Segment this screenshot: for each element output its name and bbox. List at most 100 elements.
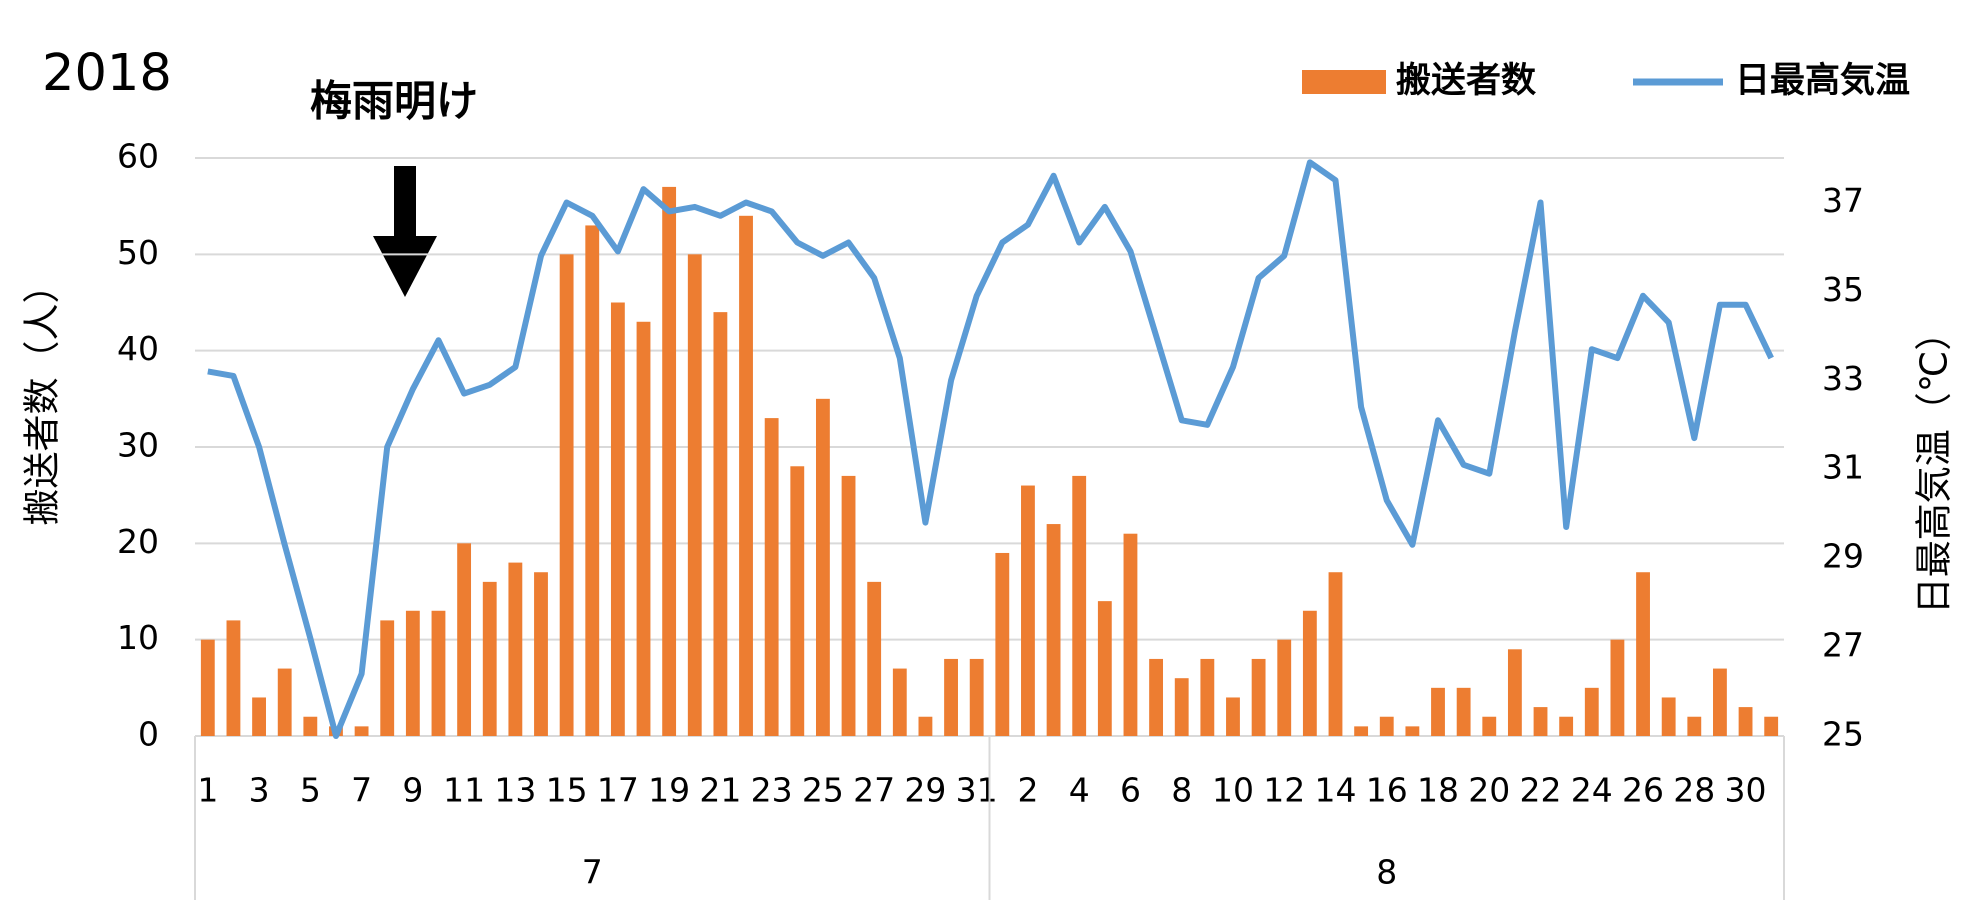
x-tick-label: 22: [1520, 771, 1562, 810]
bar: [892, 668, 907, 736]
y2-tick-label: 27: [1822, 626, 1864, 665]
bar: [482, 581, 497, 736]
bar: [1584, 687, 1599, 736]
bar: [1456, 687, 1471, 736]
legend-label: 搬送者数: [1396, 61, 1536, 101]
bar: [1123, 533, 1138, 736]
x-tick-label: 1: [197, 771, 218, 810]
bar: [405, 610, 420, 736]
bar: [1021, 485, 1035, 736]
x-tick-label: 23: [751, 771, 793, 810]
x-tick-label: 11: [443, 771, 485, 810]
annotation-arrow: [373, 166, 437, 297]
bar: [585, 225, 600, 736]
x-tick-label: 15: [546, 771, 588, 810]
x-tick-label: 16: [1366, 771, 1408, 810]
bar: [918, 716, 933, 736]
x-tick-label: 14: [1314, 771, 1356, 810]
bar: [1431, 687, 1445, 736]
x-tick-label: 28: [1673, 771, 1715, 810]
y-tick-label: 20: [117, 522, 159, 561]
x-tick-label: 27: [853, 771, 895, 810]
x-tick-label: 24: [1571, 771, 1613, 810]
bar: [1354, 726, 1369, 736]
bar: [610, 302, 625, 736]
bar: [1072, 475, 1087, 736]
y-axis-title: 搬送者数（人）: [21, 267, 64, 526]
bar: [867, 581, 882, 736]
bar: [1559, 716, 1574, 736]
y2-tick-label: 31: [1822, 448, 1864, 487]
y-tick-label: 30: [117, 426, 159, 465]
y2-tick-label: 33: [1822, 359, 1864, 398]
y2-axis-title: 日最高気温（℃）: [1913, 314, 1956, 615]
bar: [1533, 707, 1548, 736]
bar: [944, 658, 958, 736]
y-tick-label: 0: [138, 715, 159, 754]
x-tick-label: 8: [1171, 771, 1192, 810]
bar: [1277, 639, 1292, 736]
bar: [687, 254, 702, 737]
y2-tick-label: 25: [1822, 715, 1864, 754]
x-tick-label: 29: [904, 771, 946, 810]
bar: [636, 321, 651, 736]
bar: [1149, 658, 1164, 736]
group-label: 7: [582, 853, 603, 892]
bar: [534, 572, 548, 736]
bar: [969, 658, 984, 736]
bar: [1738, 707, 1753, 736]
x-tick-label: 6: [1120, 771, 1141, 810]
bar: [1636, 572, 1650, 736]
x-tick-label: 26: [1622, 771, 1664, 810]
bar: [1328, 572, 1343, 736]
bar: [1379, 716, 1394, 736]
bar: [1661, 697, 1676, 736]
bar: [226, 620, 241, 736]
bar: [764, 418, 779, 736]
bar: [739, 215, 753, 737]
bar: [1251, 658, 1266, 736]
y2-tick-label: 35: [1822, 270, 1864, 309]
x-tick-label: 4: [1069, 771, 1090, 810]
bar: [303, 716, 318, 736]
x-tick-label: 19: [648, 771, 690, 810]
bar: [1507, 649, 1522, 736]
y2-tick-label: 37: [1822, 181, 1864, 220]
group-label: 8: [1376, 853, 1397, 892]
bar: [790, 466, 805, 736]
bar: [1482, 716, 1497, 736]
x-tick-label: 18: [1417, 771, 1459, 810]
x-tick-label: 7: [351, 771, 372, 810]
x-tick-label: 20: [1468, 771, 1510, 810]
bar: [252, 697, 266, 736]
bar: [1046, 524, 1061, 736]
x-tick-label: 2: [1017, 771, 1038, 810]
bar: [841, 475, 856, 736]
bar: [1764, 716, 1779, 736]
bar: [815, 398, 830, 736]
bar: [431, 610, 446, 736]
bar: [1200, 658, 1215, 736]
bar: [559, 254, 574, 737]
line: [207, 159, 1774, 739]
x-tick-label: 3: [249, 771, 270, 810]
x-tick-label: 10: [1212, 771, 1254, 810]
legend-label: 日最高気温: [1735, 61, 1910, 101]
y-tick-label: 40: [117, 329, 159, 368]
y-tick-label: 60: [117, 137, 159, 176]
bar: [1097, 601, 1112, 736]
bar: [1713, 668, 1727, 736]
bar: [1174, 678, 1189, 736]
bar: [662, 186, 677, 736]
legend-swatch: [1302, 70, 1386, 94]
y-tick-label: 10: [117, 618, 159, 657]
bar: [1226, 697, 1240, 736]
bar: [1405, 726, 1420, 736]
x-tick-label: 9: [402, 771, 423, 810]
bar: [995, 552, 1010, 736]
bar: [508, 562, 523, 736]
x-tick-label: 31: [956, 771, 998, 810]
y2-tick-label: 29: [1822, 537, 1864, 576]
